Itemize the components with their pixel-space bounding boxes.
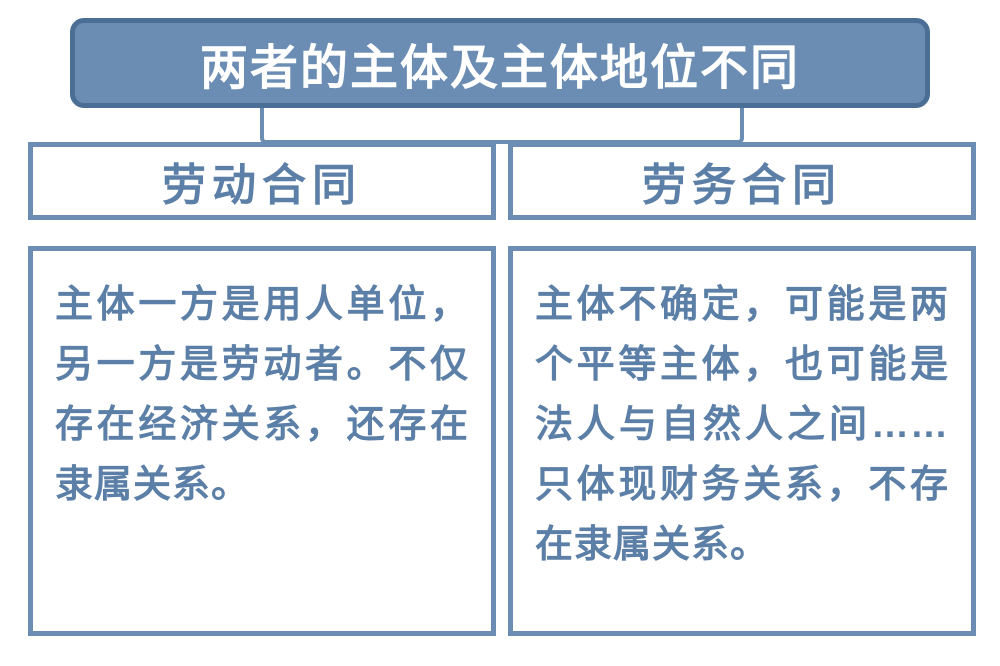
right-body-text: 主体不确定，可能是两个平等主体，也可能是法人与自然人之间……只体现财务关系，不存… [535,275,949,575]
header-box: 两者的主体及主体地位不同 [70,18,930,108]
right-title: 劳务合同 [642,149,842,213]
connector-right [500,108,744,144]
connector-left [260,108,504,144]
header-title: 两者的主体及主体地位不同 [200,28,800,98]
left-body-box: 主体一方是用人单位，另一方是劳动者。不仅存在经济关系，还存在隶属关系。 [28,246,496,636]
right-body-box: 主体不确定，可能是两个平等主体，也可能是法人与自然人之间……只体现财务关系，不存… [508,246,976,636]
left-body-text: 主体一方是用人单位，另一方是劳动者。不仅存在经济关系，还存在隶属关系。 [55,275,469,515]
left-title: 劳动合同 [162,149,362,213]
left-title-box: 劳动合同 [28,142,496,220]
right-title-box: 劳务合同 [508,142,976,220]
